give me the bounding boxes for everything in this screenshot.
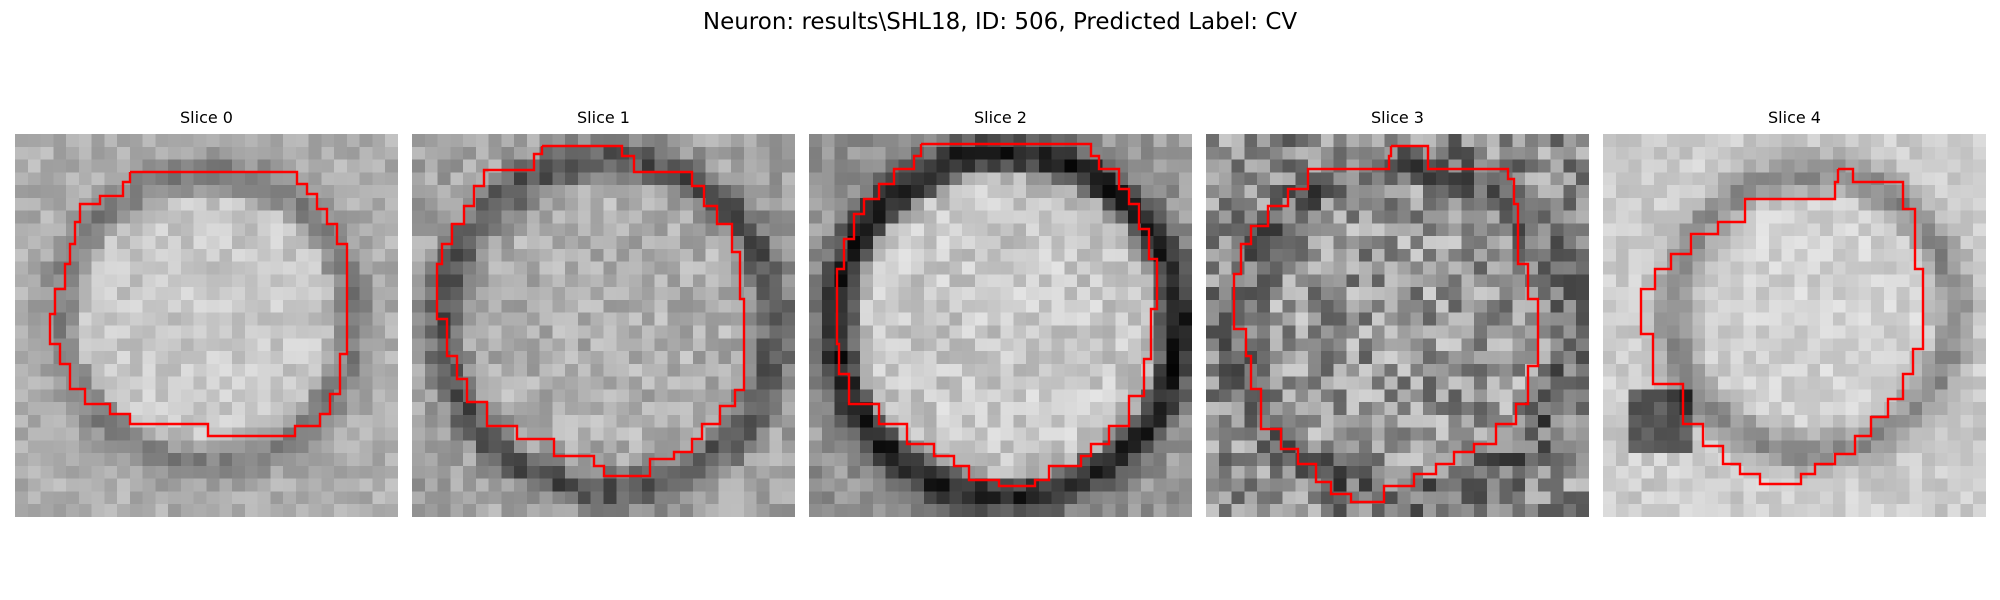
slice-title-1: Slice 1 (577, 108, 630, 127)
slice-title-0: Slice 0 (180, 108, 233, 127)
contour-outline-3 (1232, 144, 1540, 504)
contour-outline-4 (1639, 167, 1925, 486)
contour-outline-1 (435, 144, 746, 478)
slice-panel-2: Slice 2 (809, 108, 1192, 517)
slice-image-1 (412, 134, 795, 517)
slice-title-2: Slice 2 (974, 108, 1027, 127)
slice-panel-3: Slice 3 (1206, 108, 1589, 517)
slice-title-4: Slice 4 (1768, 108, 1821, 127)
slice-image-0 (15, 134, 398, 517)
slice-title-3: Slice 3 (1371, 108, 1424, 127)
slice-panel-4: Slice 4 (1603, 108, 1986, 517)
slice-panel-0: Slice 0 (15, 108, 398, 517)
slice-image-3 (1206, 134, 1589, 517)
figure-title: Neuron: results\SHL18, ID: 506, Predicte… (702, 9, 1298, 35)
slice-panel-1: Slice 1 (412, 108, 795, 517)
contour-outline-0 (48, 170, 349, 438)
contour-outline-2 (835, 142, 1159, 488)
